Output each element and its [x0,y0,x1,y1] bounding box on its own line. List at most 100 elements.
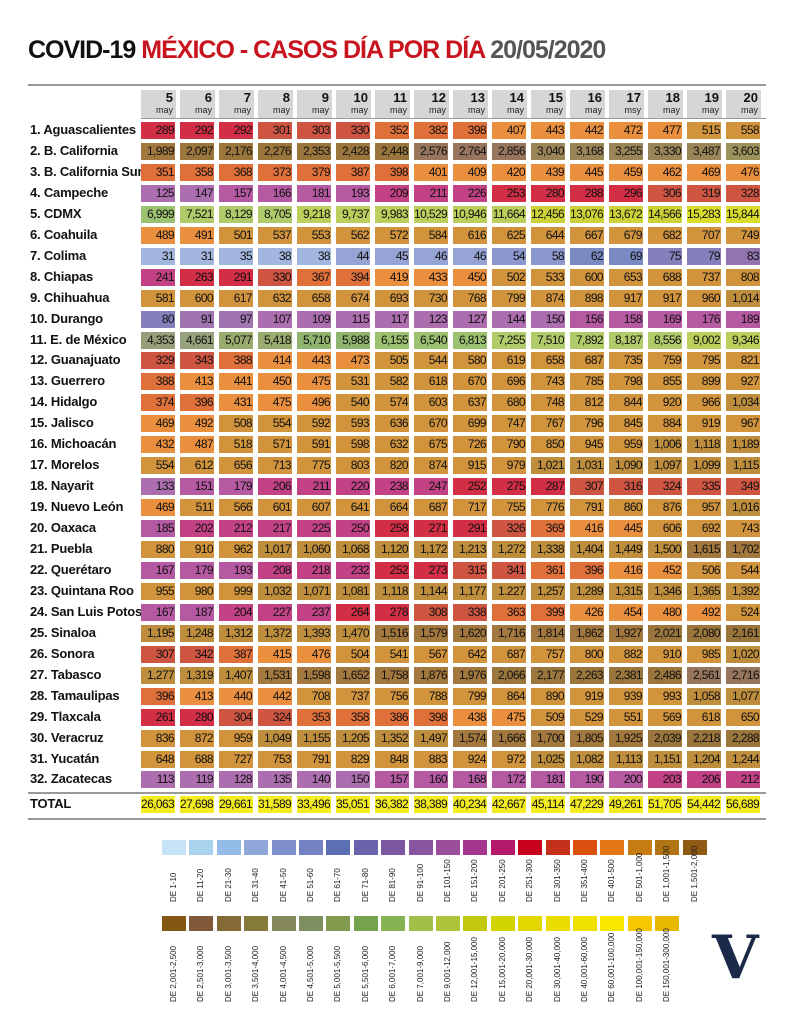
case-cell: 553 [297,226,331,244]
legend-label: DE 40,001-60,000 [580,937,589,1002]
case-cell: 759 [648,352,682,370]
case-cell: 181 [297,184,331,202]
case-cell: 812 [570,394,604,412]
case-cell: 1,449 [609,541,643,558]
case-cell: 1,862 [570,624,604,642]
legend-label: DE 1,001-1,500 [662,845,672,902]
case-cell: 960 [687,289,721,307]
case-cell: 1,025 [531,750,565,768]
case-cell: 117 [375,310,409,328]
case-cell: 324 [648,478,682,496]
case-cell: 2,080 [687,624,721,642]
case-cell: 151 [180,478,214,496]
legend-swatch [518,840,543,855]
case-cell: 775 [297,457,331,475]
case-cell: 407 [492,122,526,139]
case-cell: 469 [141,415,175,433]
case-cell: 962 [219,541,253,558]
case-cell: 735 [609,352,643,370]
case-cell: 945 [570,436,604,454]
case-cell: 168 [453,771,487,789]
case-cell: 554 [141,457,175,475]
case-cell: 648 [141,750,175,768]
case-cell: 275 [492,478,526,496]
case-cell: 593 [336,415,370,433]
case-cell: 328 [726,184,760,202]
case-cell: 472 [609,122,643,139]
case-cell: 416 [609,561,643,579]
legend-swatch [353,916,378,931]
case-cell: 140 [297,771,331,789]
case-cell: 551 [609,708,643,726]
case-cell: 850 [531,436,565,454]
case-cell: 3,603 [726,142,760,160]
case-cell: 1,338 [531,541,565,558]
case-cell: 3,168 [570,142,604,160]
case-cell: 475 [297,373,331,391]
case-cell: 927 [726,373,760,391]
case-cell: 6,540 [414,331,448,349]
case-cell: 580 [453,352,487,370]
case-cell: 203 [648,771,682,789]
case-cell: 341 [492,561,526,579]
case-cell: 179 [219,478,253,496]
case-cell: 767 [531,415,565,433]
case-cell: 955 [141,582,175,600]
case-cell: 1,500 [648,541,682,558]
case-cell: 919 [687,415,721,433]
case-cell: 753 [258,750,292,768]
case-cell: 1,716 [492,624,526,642]
case-cell: 9,002 [687,331,721,349]
case-cell: 398 [375,163,409,181]
case-cell: 217 [258,520,292,538]
legend-swatch [326,916,351,931]
case-cell: 413 [180,687,214,705]
case-cell: 252 [453,478,487,496]
case-cell: 743 [531,373,565,391]
case-cell: 884 [648,415,682,433]
case-cell: 38 [258,247,292,265]
case-cell: 416 [570,520,604,538]
case-cell: 193 [219,561,253,579]
case-cell: 1,021 [531,457,565,475]
case-cell: 1,392 [726,582,760,600]
legend-swatch [271,840,296,855]
case-cell: 115 [336,310,370,328]
case-cell: 409 [453,163,487,181]
case-cell: 743 [726,520,760,538]
case-cell: 680 [492,394,526,412]
date-column-header: 10 may [336,90,371,118]
case-cell: 83 [726,247,760,265]
legend-swatch [299,840,323,855]
case-cell: 612 [180,457,214,475]
legend-swatch [682,840,707,855]
case-cell: 150 [531,310,565,328]
case-cell: 291 [453,520,487,538]
title-subject: MÉXICO - CASOS DÍA POR DÍA [141,36,491,64]
case-cell: 518 [219,436,253,454]
case-cell: 258 [375,520,409,538]
case-cell: 874 [531,289,565,307]
legend-label: DE 401-500 [607,859,617,902]
case-cell: 1,068 [336,541,370,558]
case-cell: 452 [648,561,682,579]
case-cell: 31 [141,247,175,265]
case-cell: 241 [141,268,175,286]
case-cell: 190 [570,771,604,789]
date-column-header: 19 may [687,90,722,118]
case-cell: 642 [453,645,487,663]
day-number: 10 [353,90,368,105]
case-cell: 319 [687,184,721,202]
legend-label: DE 61-70 [333,868,343,902]
case-cell: 135 [258,771,292,789]
legend-label: DE 201-250 [497,859,507,902]
case-cell: 119 [180,771,214,789]
day-number: 6 [204,90,212,105]
case-cell: 791 [570,499,604,517]
case-cell: 8,705 [258,205,292,223]
case-cell: 917 [609,289,643,307]
case-cell: 167 [141,603,175,621]
legend-swatch [573,840,597,855]
case-cell: 696 [492,373,526,391]
case-cell: 388 [141,373,175,391]
